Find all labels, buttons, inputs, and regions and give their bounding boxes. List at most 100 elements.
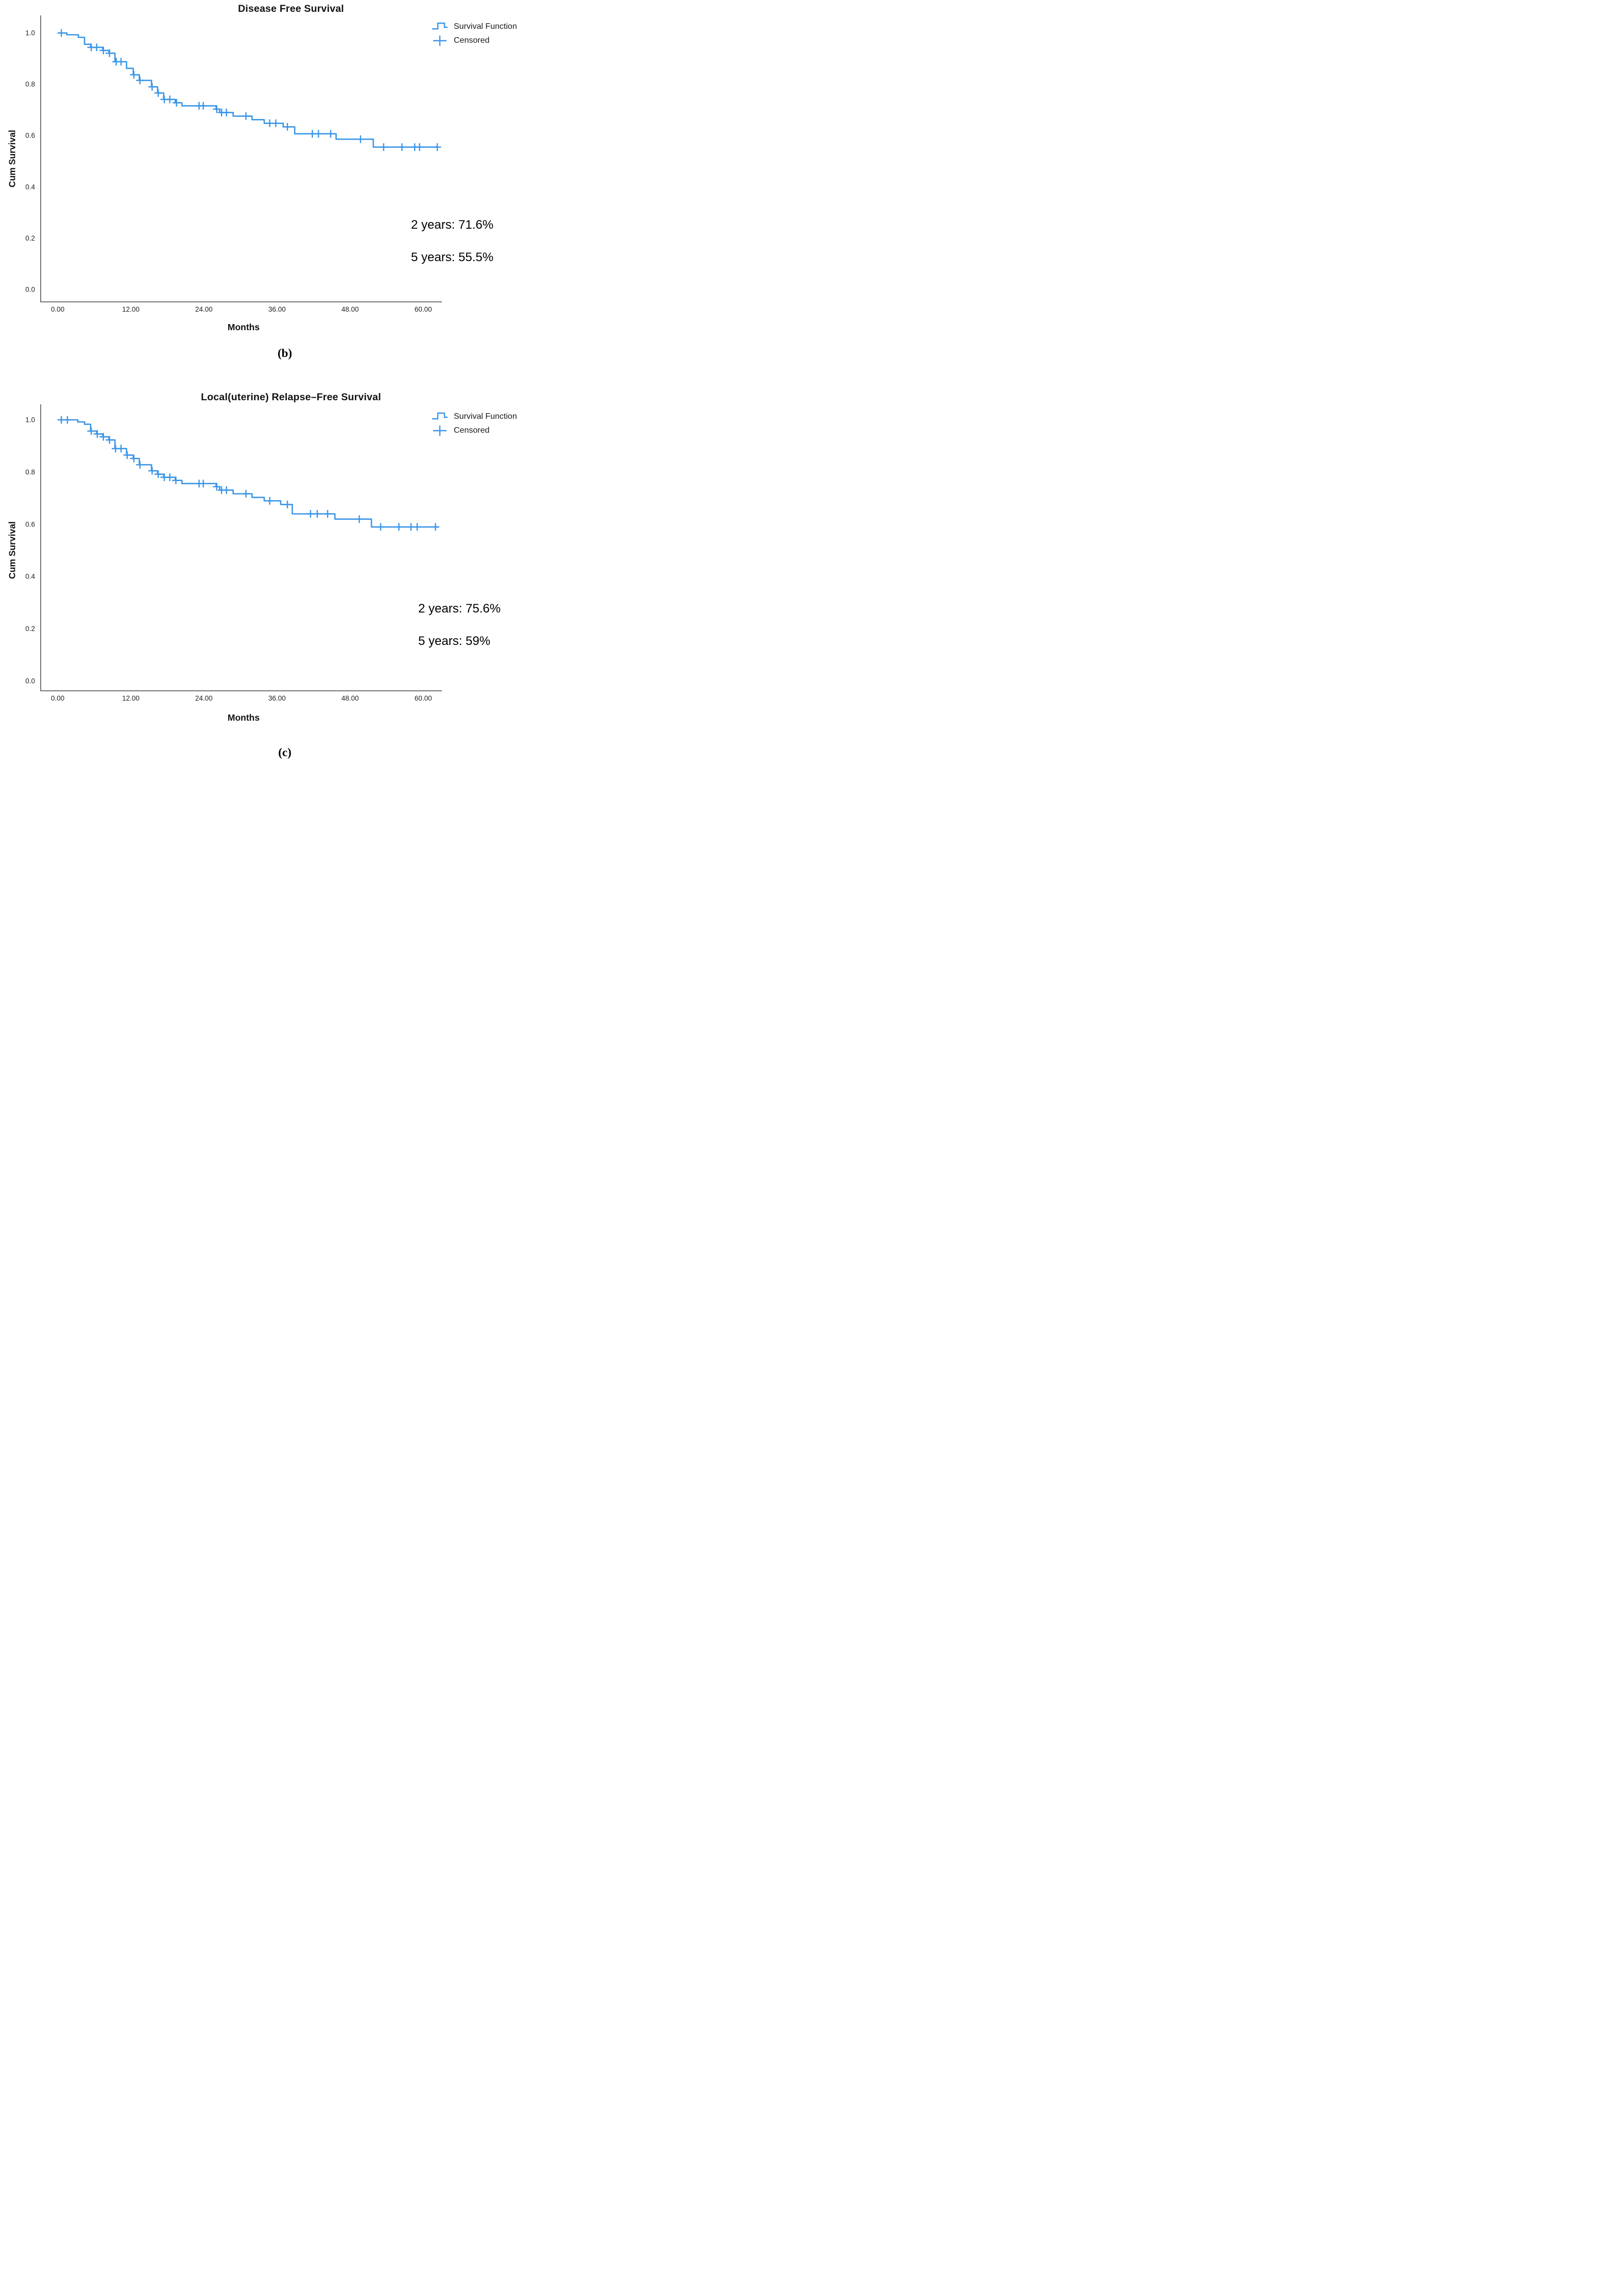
censor-mark [63, 416, 72, 424]
censor-mark [283, 123, 292, 131]
y-tick-label: 0.4 [25, 573, 35, 581]
censor-mark [130, 71, 138, 79]
x-tick-label: 36.00 [268, 305, 286, 313]
censor-mark [130, 454, 138, 463]
censor-mark [272, 119, 280, 127]
lrfs-legend: Survival Function Censored [432, 410, 517, 437]
lrfs-kaplan-meier-plot: 0.0 0.2 0.4 0.6 0.8 1.0 0.00 12.00 24.00 36.00 48.… [25, 404, 442, 702]
censor-mark [380, 143, 388, 151]
censor-mark [283, 500, 292, 508]
legend-label: Censored [454, 36, 490, 45]
censor-mark [313, 510, 321, 518]
censor-mark [106, 436, 114, 444]
y-tick-label: 1.0 [25, 416, 35, 424]
censor-mark [154, 470, 162, 478]
plus-icon [433, 425, 447, 436]
y-tick-label: 0.0 [25, 286, 35, 294]
x-tick-label: 0.00 [51, 305, 64, 313]
censor-mark [213, 105, 221, 113]
legend-item-censored: Censored [432, 423, 517, 437]
censor-mark [416, 143, 424, 151]
censor-mark [199, 480, 208, 488]
censor-mark [398, 143, 406, 151]
x-tick-label: 48.00 [341, 694, 359, 702]
dfs-2yr-annotation: 2 years: 71.6% [411, 218, 494, 232]
censor-mark [117, 445, 125, 453]
censor-mark [355, 515, 364, 523]
censor-mark [99, 46, 108, 55]
legend-item-survival-function: Survival Function [432, 410, 517, 423]
censor-mark [432, 523, 439, 531]
censor-mark [154, 89, 162, 97]
censor-mark [323, 510, 332, 518]
axes [40, 404, 442, 691]
censor-mark [306, 510, 315, 518]
x-tick-label: 36.00 [268, 694, 286, 702]
lrfs-x-axis-label: Months [227, 712, 260, 723]
dfs-chart-panel: Disease Free Survival Survival Function … [0, 0, 537, 384]
censor-mark [99, 433, 108, 441]
plus-icon [433, 35, 447, 46]
y-tick-label: 0.2 [25, 625, 35, 633]
censor-mark [242, 490, 250, 498]
censor-mark [87, 427, 95, 435]
survival-step-line [59, 419, 439, 528]
censor-mark [173, 99, 181, 107]
legend-label: Survival Function [454, 412, 517, 421]
lrfs-chart-panel: Local(uterine) Relapse–Free Survival Sur… [0, 384, 537, 766]
y-tick-label: 0.6 [25, 520, 35, 528]
censor-mark [148, 83, 156, 91]
y-tick-label: 0.8 [25, 80, 35, 88]
censor-mark [376, 523, 385, 531]
axes [40, 15, 442, 302]
censor-mark [123, 451, 131, 459]
censor-mark [266, 497, 274, 505]
censor-mark [166, 95, 174, 104]
censor-mark [93, 43, 101, 52]
dfs-x-axis-label: Months [227, 322, 260, 332]
censor-mark [242, 112, 250, 120]
x-tick-label: 48.00 [341, 305, 359, 313]
legend-label: Survival Function [454, 22, 517, 31]
lrfs-2yr-annotation: 2 years: 75.6% [418, 602, 501, 616]
censor-mark [433, 143, 441, 151]
censor-mark [327, 130, 335, 138]
censor-mark [136, 76, 144, 84]
censor-mark [166, 473, 174, 481]
y-tick-label: 0.6 [25, 132, 35, 140]
censor-mark [136, 461, 144, 469]
lrfs-5yr-annotation: 5 years: 59% [418, 634, 491, 648]
censor-mark [213, 483, 221, 491]
censor-mark [356, 135, 365, 143]
dfs-chart-title: Disease Free Survival [238, 3, 344, 14]
x-tick-label: 24.00 [195, 305, 213, 313]
legend-item-survival-function: Survival Function [432, 20, 517, 33]
censor-mark [106, 49, 114, 57]
censor-mark [314, 130, 322, 138]
censor-mark [117, 58, 125, 66]
figure-page: Disease Free Survival Survival Function … [0, 0, 537, 766]
y-tick-label: 0.0 [25, 677, 35, 685]
panel-label-c: (c) [278, 746, 292, 759]
x-tick-label: 24.00 [195, 694, 213, 702]
censor-mark [395, 523, 403, 531]
dfs-legend: Survival Function Censored [432, 20, 517, 47]
x-tick-label: 0.00 [51, 694, 64, 702]
panel-label-b: (b) [277, 347, 293, 360]
x-tick-label: 12.00 [122, 305, 140, 313]
censor-mark [93, 430, 101, 438]
censor-mark [172, 477, 180, 485]
survival-step-line [59, 32, 439, 148]
censor-mark [148, 467, 156, 475]
step-line-icon [432, 22, 448, 29]
y-tick-label: 0.4 [25, 183, 35, 191]
censor-mark [222, 486, 231, 494]
y-tick-label: 1.0 [25, 29, 35, 37]
dfs-5yr-annotation: 5 years: 55.5% [411, 250, 494, 264]
legend-label: Censored [454, 426, 490, 435]
step-line-icon [432, 412, 448, 419]
dfs-kaplan-meier-plot: 0.0 0.2 0.4 0.6 0.8 1.0 0.00 12.00 24.00 36.00 48.… [25, 15, 442, 313]
censor-mark [413, 523, 421, 531]
censor-mark [222, 108, 231, 116]
lrfs-chart-title: Local(uterine) Relapse–Free Survival [201, 392, 381, 403]
